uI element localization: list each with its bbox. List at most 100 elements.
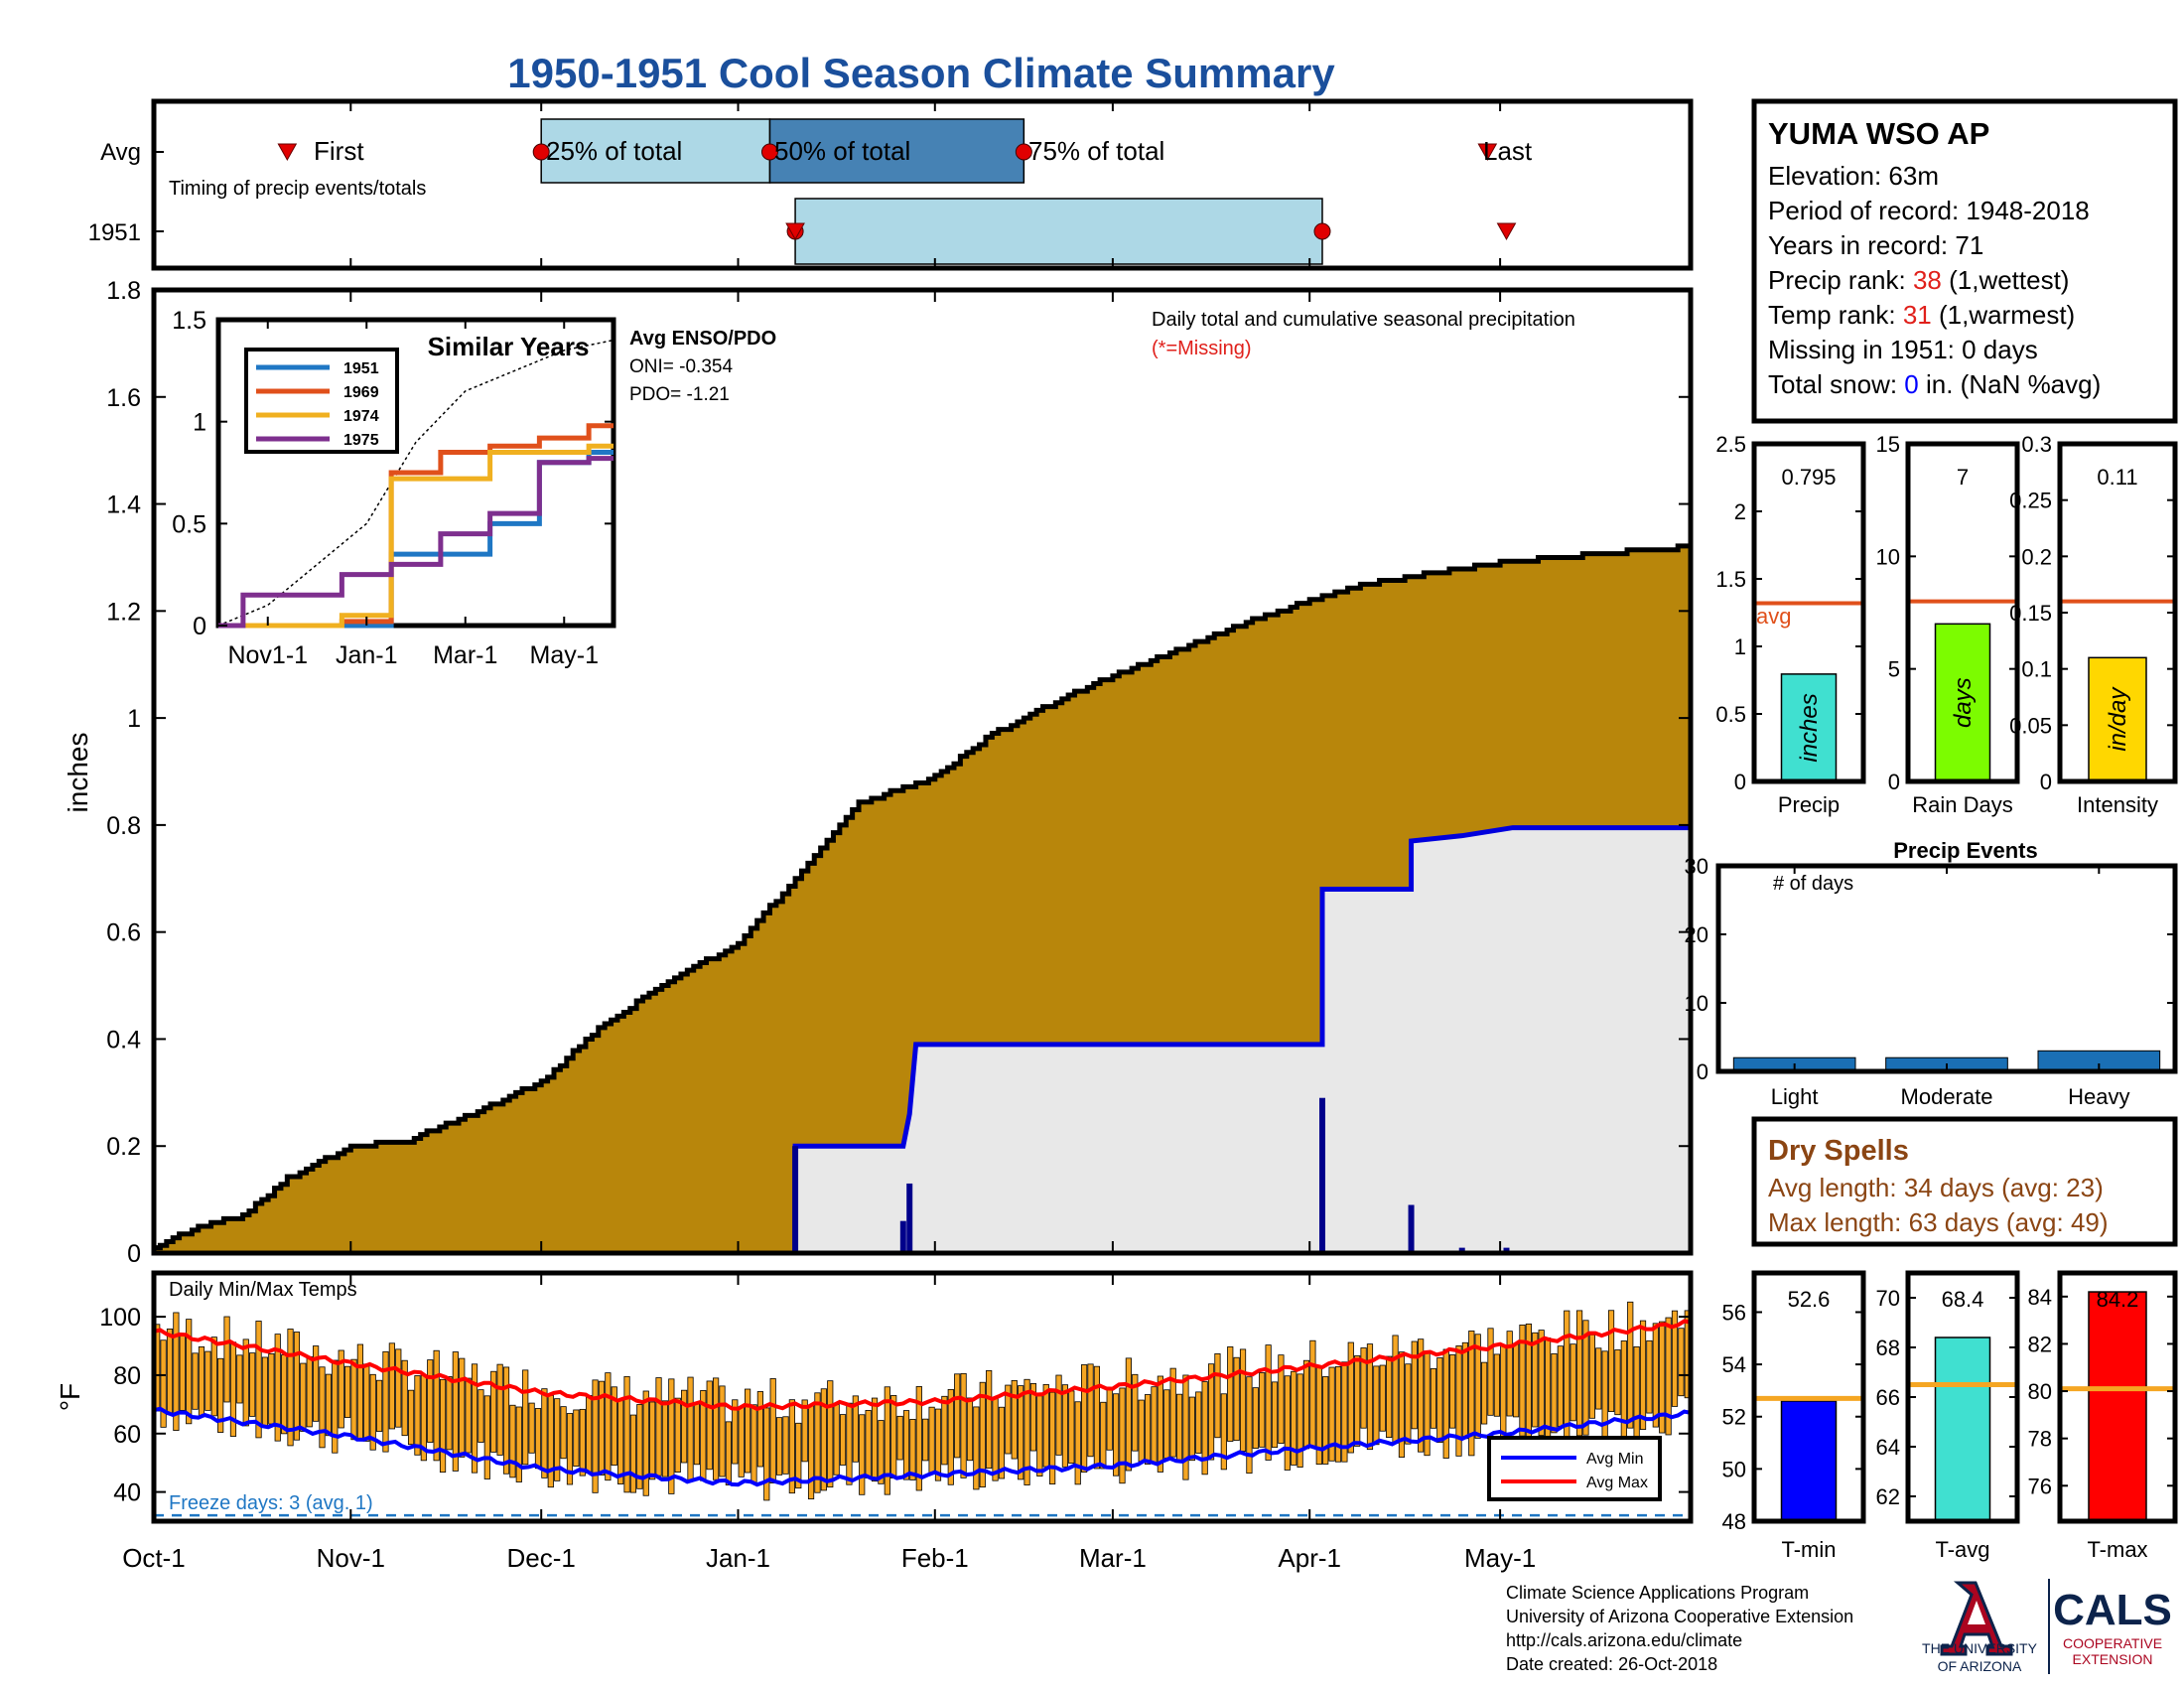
similar-years-inset: 0 0.5 1 1.5 Nov1-1 Jan-1 Mar-1 May-1 Similar Ye…	[172, 307, 776, 669]
daily-temp-bar	[1018, 1385, 1024, 1480]
summary-y-tick-label: 0.25	[2009, 489, 2052, 513]
daily-temp-bar	[934, 1408, 942, 1481]
daily-temp-bar	[1506, 1331, 1513, 1417]
enso-title: Avg ENSO/PDO	[629, 328, 776, 350]
temp-summary-y-tick-label: 66	[1876, 1385, 1900, 1410]
daily-temp-bar	[732, 1399, 739, 1465]
summary-bar-frame	[1905, 441, 2020, 784]
daily-temp-bar	[623, 1375, 630, 1493]
x-tick-label: Apr-1	[1278, 1543, 1341, 1573]
inset-x-tick-label: Jan-1	[336, 641, 398, 669]
daily-temp-bar	[801, 1399, 808, 1463]
daily-temp-bar	[1678, 1328, 1685, 1397]
daily-temp-bar	[827, 1380, 834, 1488]
daily-temp-bar	[1207, 1363, 1215, 1461]
precip-rank-suffix: (1,wettest)	[1942, 265, 2070, 295]
main-y-tick-label: 0.6	[106, 919, 141, 947]
daily-temp-bar	[598, 1380, 606, 1476]
daily-temp-bar	[179, 1335, 186, 1411]
summary-avg-label: avg	[1756, 604, 1791, 629]
daily-temp-bar	[902, 1410, 910, 1480]
daily-temp-bar	[255, 1321, 262, 1439]
daily-temp-bar	[217, 1357, 224, 1433]
daily-temp-bar	[1188, 1396, 1195, 1462]
events-x-label: Heavy	[2068, 1084, 2129, 1109]
main-plot-series	[154, 543, 1691, 1256]
inset-y-tick-label: 0.5	[172, 510, 206, 538]
daily-temp-bar	[1182, 1374, 1189, 1480]
main-y-tick-label: 1.4	[106, 492, 141, 519]
inset-legend-label: 1951	[343, 360, 379, 377]
1951-last-marker-icon	[1496, 222, 1517, 241]
daily-temp-bar	[1405, 1363, 1412, 1445]
daily-temp-bar	[751, 1404, 757, 1483]
daily-temp-bar	[281, 1354, 288, 1435]
daily-temp-bar	[1354, 1355, 1361, 1447]
daily-temp-bar	[986, 1369, 993, 1470]
daily-temp-bar	[1334, 1366, 1342, 1463]
daily-temp-bar	[319, 1366, 326, 1449]
temp-summary-value: 84.2	[2097, 1287, 2139, 1312]
daily-temp-bar	[1309, 1339, 1316, 1448]
daily-temp-bar	[1595, 1347, 1602, 1410]
daily-temp-bar	[960, 1372, 967, 1478]
daily-temp-bar	[1481, 1361, 1488, 1425]
daily-temp-bar	[1011, 1379, 1018, 1460]
inset-legend-label: 1974	[343, 408, 379, 425]
daily-temp-bar	[439, 1378, 447, 1474]
marker-p50-label: 50% of total	[774, 136, 910, 166]
station-missing: Missing in 1951: 0 days	[1768, 335, 2038, 364]
temp-summary-y-tick-label: 62	[1876, 1484, 1900, 1509]
daily-temp-bar	[1398, 1351, 1406, 1458]
main-y-tick-label: 1	[127, 705, 141, 733]
daily-temp-bar	[534, 1408, 542, 1470]
events-x-label: Light	[1771, 1084, 1819, 1109]
summary-y-tick-label: 0.15	[2009, 601, 2052, 626]
daily-temp-bar	[502, 1366, 510, 1475]
daily-temp-bar	[1639, 1320, 1647, 1430]
daily-temp-bar	[1302, 1359, 1310, 1450]
daily-temp-bar	[1620, 1340, 1627, 1441]
daily-temp-bar	[992, 1398, 999, 1481]
daily-temp-bar	[522, 1369, 529, 1466]
main-annotation: Daily total and cumulative seasonal prec…	[1152, 309, 1575, 331]
daily-temp-bar	[1512, 1342, 1520, 1418]
daily-temp-bar	[306, 1355, 313, 1428]
daily-temp-bar	[642, 1390, 649, 1496]
daily-precip-bar	[899, 1220, 906, 1253]
daily-precip-bar	[1503, 1247, 1510, 1253]
daily-temp-bar	[1100, 1401, 1107, 1470]
daily-temp-bar	[1246, 1376, 1253, 1475]
daily-temp-bar	[1233, 1356, 1240, 1442]
daily-temp-bar	[388, 1342, 395, 1430]
daily-temp-bar	[592, 1379, 599, 1493]
daily-temp-bar	[483, 1395, 490, 1479]
daily-precip-bar	[792, 1146, 799, 1253]
temp-summary-y-tick-label: 64	[1876, 1435, 1900, 1460]
x-tick-label: Jan-1	[706, 1543, 770, 1573]
daily-temp-bar	[782, 1416, 789, 1475]
x-tick-label: Mar-1	[1079, 1543, 1147, 1573]
temp-axes: 40 60 80 100	[99, 1273, 1691, 1521]
daily-temp-bar	[795, 1422, 802, 1489]
daily-temp-bar	[998, 1406, 1006, 1479]
daily-temp-bar	[478, 1389, 484, 1443]
summary-y-tick-label: 1	[1734, 634, 1746, 659]
daily-temp-bar	[427, 1359, 434, 1443]
1951-first-marker-icon	[785, 222, 805, 241]
daily-temp-bar	[1665, 1317, 1672, 1436]
precip-summary-bars: inches 0 0.5 1 1.5 2 2.5 0.795 Precip days 0 5 10 15 7…	[1715, 432, 2178, 817]
summary-y-tick-label: 2.5	[1715, 432, 1746, 457]
dry-spells-box: Dry Spells Avg length: 34 days (avg: 23)…	[1751, 1116, 2178, 1247]
1951-p75-marker-icon	[1313, 222, 1331, 240]
daily-temp-bar	[687, 1376, 694, 1482]
events-frame	[1715, 863, 2178, 1074]
marker-p25-label: 25% of total	[546, 136, 682, 166]
inset-series-1974	[218, 443, 614, 629]
daily-temp-bar	[382, 1350, 389, 1453]
daily-temp-bar	[814, 1392, 821, 1493]
summary-bar-value: 0.795	[1781, 465, 1836, 490]
daily-temp-bar	[1493, 1353, 1500, 1417]
timing-row-avg-label: Avg	[100, 139, 141, 166]
